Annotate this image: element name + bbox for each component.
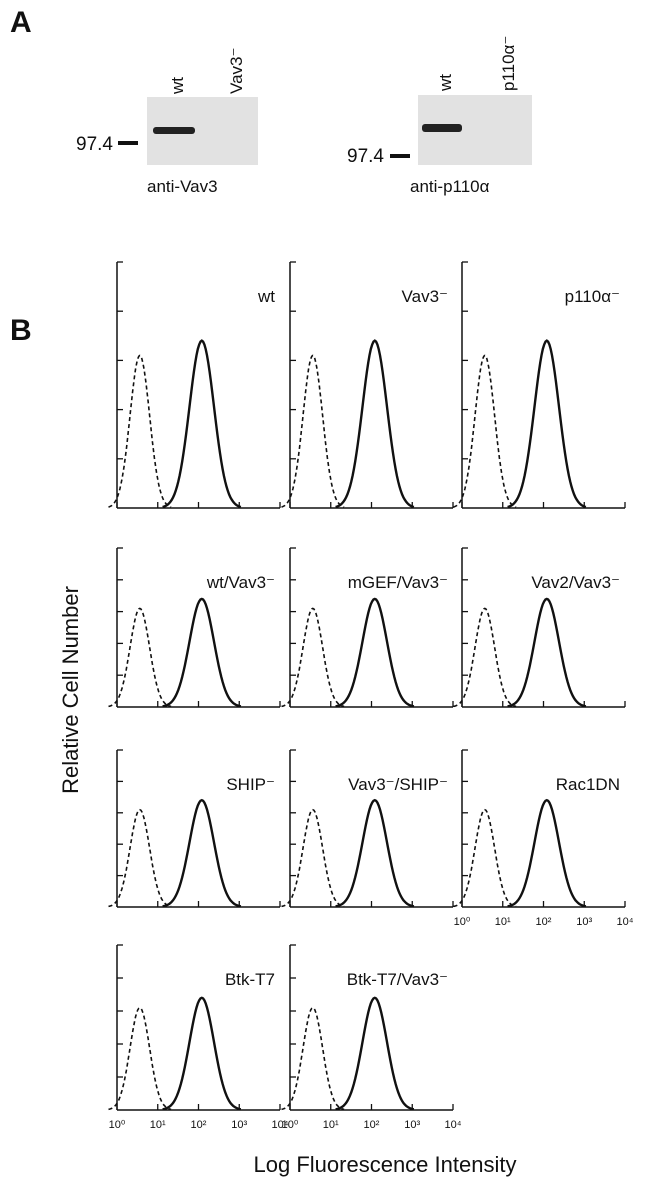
x-tick-label: 10² [536, 916, 552, 928]
marker-label: 97.4 [347, 146, 384, 167]
histogram-control [108, 607, 172, 708]
band [153, 127, 195, 134]
lane-label: p110α⁻ [499, 36, 518, 91]
histogram-control [108, 354, 172, 508]
histogram-sample [507, 798, 587, 908]
panel-label: A [10, 6, 32, 39]
histogram-label: Rac1DN [556, 775, 620, 794]
marker-dash [390, 154, 410, 158]
histogram-label: p110α⁻ [565, 287, 620, 306]
histogram-label: Vav3⁻ [402, 287, 448, 306]
antibody-label: anti-Vav3 [147, 177, 218, 196]
marker-dash [118, 141, 138, 145]
lane-label: wt [168, 77, 187, 95]
lane-label: wt [436, 74, 455, 92]
x-tick-label: 10² [191, 1119, 207, 1131]
x-tick-label: 10¹ [495, 916, 511, 928]
histogram-sample [162, 339, 242, 509]
histogram-label: Vav3⁻/SHIP⁻ [348, 775, 448, 794]
histogram-sample [507, 597, 587, 708]
marker-label: 97.4 [76, 134, 113, 155]
x-tick-label: 10⁰ [282, 1119, 299, 1131]
x-tick-label: 10⁰ [109, 1119, 126, 1131]
histogram-sample [335, 996, 415, 1111]
x-tick-label: 10³ [231, 1119, 247, 1131]
histogram-control [108, 1006, 172, 1111]
histogram-label: wt/Vav3⁻ [206, 573, 275, 592]
y-axis-label: Relative Cell Number [58, 586, 83, 794]
histogram-control [281, 1006, 345, 1111]
histogram-control [453, 354, 517, 508]
histogram-label: Btk-T7 [225, 970, 275, 989]
x-tick-label: 10⁴ [272, 1119, 289, 1131]
histogram-label: mGEF/Vav3⁻ [348, 573, 448, 592]
panel-label: B [10, 314, 32, 347]
histogram-control [453, 607, 517, 708]
histogram-label: Vav2/Vav3⁻ [531, 573, 620, 592]
histogram-sample [335, 798, 415, 908]
histogram-control [108, 808, 172, 908]
histogram-sample [335, 597, 415, 708]
x-tick-label: 10³ [576, 916, 592, 928]
histogram-sample [162, 798, 242, 908]
x-tick-label: 10¹ [323, 1119, 339, 1131]
x-tick-label: 10¹ [150, 1119, 166, 1131]
histogram-label: wt [257, 287, 275, 306]
x-tick-label: 10³ [404, 1119, 420, 1131]
x-tick-label: 10⁴ [617, 916, 634, 928]
histogram-sample [335, 339, 415, 509]
histogram-sample [162, 996, 242, 1111]
x-tick-label: 10⁴ [445, 1119, 462, 1131]
lane-label: Vav3⁻ [227, 48, 246, 94]
antibody-label: anti-p110α [410, 177, 490, 196]
histogram-sample [162, 597, 242, 708]
x-tick-label: 10² [364, 1119, 380, 1131]
histogram-label: SHIP⁻ [226, 775, 275, 794]
x-axis-label: Log Fluorescence Intensity [254, 1152, 517, 1177]
histogram-control [281, 607, 345, 708]
histogram-control [281, 354, 345, 508]
histogram-control [281, 808, 345, 908]
histogram-sample [507, 339, 587, 509]
histogram-control [453, 808, 517, 908]
histogram-label: Btk-T7/Vav3⁻ [347, 970, 448, 989]
x-tick-label: 10⁰ [454, 916, 471, 928]
band [422, 124, 462, 132]
